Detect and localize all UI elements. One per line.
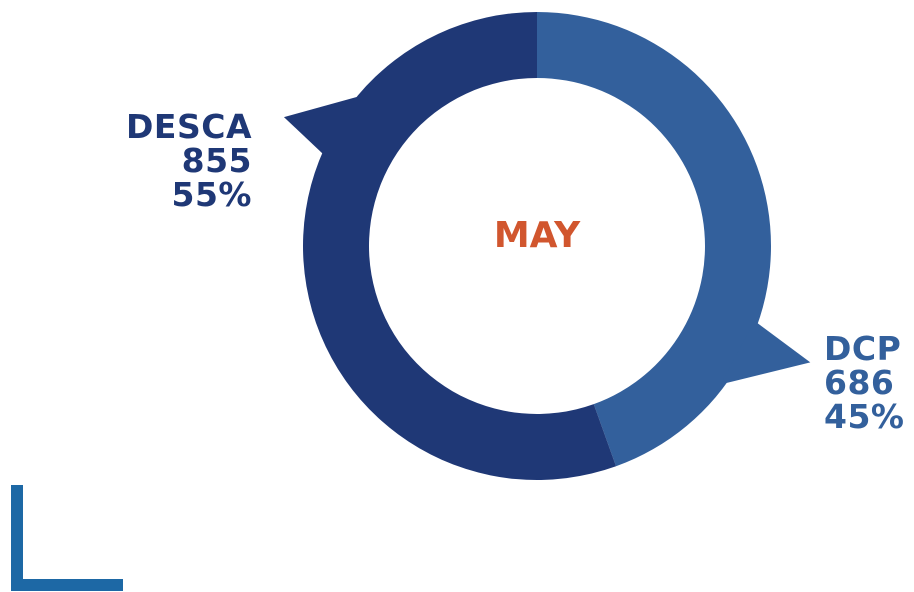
corner-bracket-decoration [11, 485, 123, 591]
dcp-percent-label: 45% [824, 397, 905, 436]
desca-slice-label: DESCA 855 55% [126, 110, 252, 212]
dcp-value-label: 686 [824, 363, 895, 402]
callout-pointer-desca [283, 95, 364, 157]
chart-title: MAY [493, 215, 581, 256]
corner-bracket-vertical [11, 485, 23, 591]
callout-pointer-dcp [720, 320, 811, 385]
dcp-slice-label: DCP 686 45% [824, 332, 905, 434]
donut-slice-dcp [537, 12, 771, 467]
dcp-name-label: DCP [824, 329, 902, 368]
desca-name-label: DESCA [126, 107, 252, 146]
desca-value-label: 855 [181, 141, 252, 180]
corner-bracket-horizontal [11, 579, 123, 591]
desca-percent-label: 55% [171, 175, 252, 214]
donut-slice-desca [303, 12, 617, 480]
